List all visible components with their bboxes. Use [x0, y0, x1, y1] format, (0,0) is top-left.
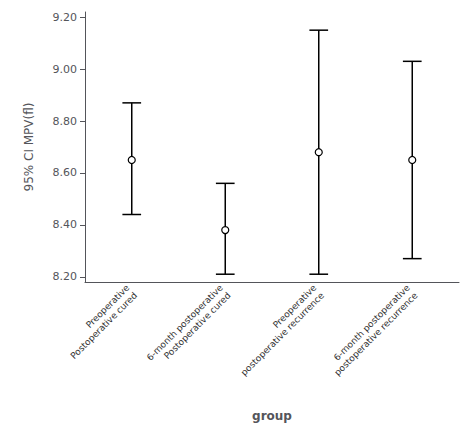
svg-text:8.80: 8.80: [53, 115, 78, 128]
svg-text:postoperative recurrence: postoperative recurrence: [332, 290, 420, 378]
svg-text:Preoperative: Preoperative: [271, 282, 319, 330]
svg-text:postoperative recurrence: postoperative recurrence: [239, 290, 327, 378]
svg-text:Postoperative cured: Postoperative cured: [162, 290, 233, 361]
svg-text:6-month postoperative: 6-month postoperative: [145, 282, 225, 362]
svg-text:9.20: 9.20: [53, 11, 78, 24]
svg-text:9.00: 9.00: [53, 63, 78, 76]
svg-text:Postoperative cured: Postoperative cured: [69, 290, 140, 361]
svg-text:6-month postoperative: 6-month postoperative: [332, 282, 412, 362]
svg-text:group: group: [252, 409, 292, 423]
svg-text:8.60: 8.60: [53, 166, 78, 179]
svg-text:95% CI MPV(fl): 95% CI MPV(fl): [22, 103, 36, 192]
svg-text:Preoperative: Preoperative: [84, 282, 132, 330]
svg-text:8.40: 8.40: [53, 218, 78, 231]
svg-text:8.20: 8.20: [53, 270, 78, 283]
